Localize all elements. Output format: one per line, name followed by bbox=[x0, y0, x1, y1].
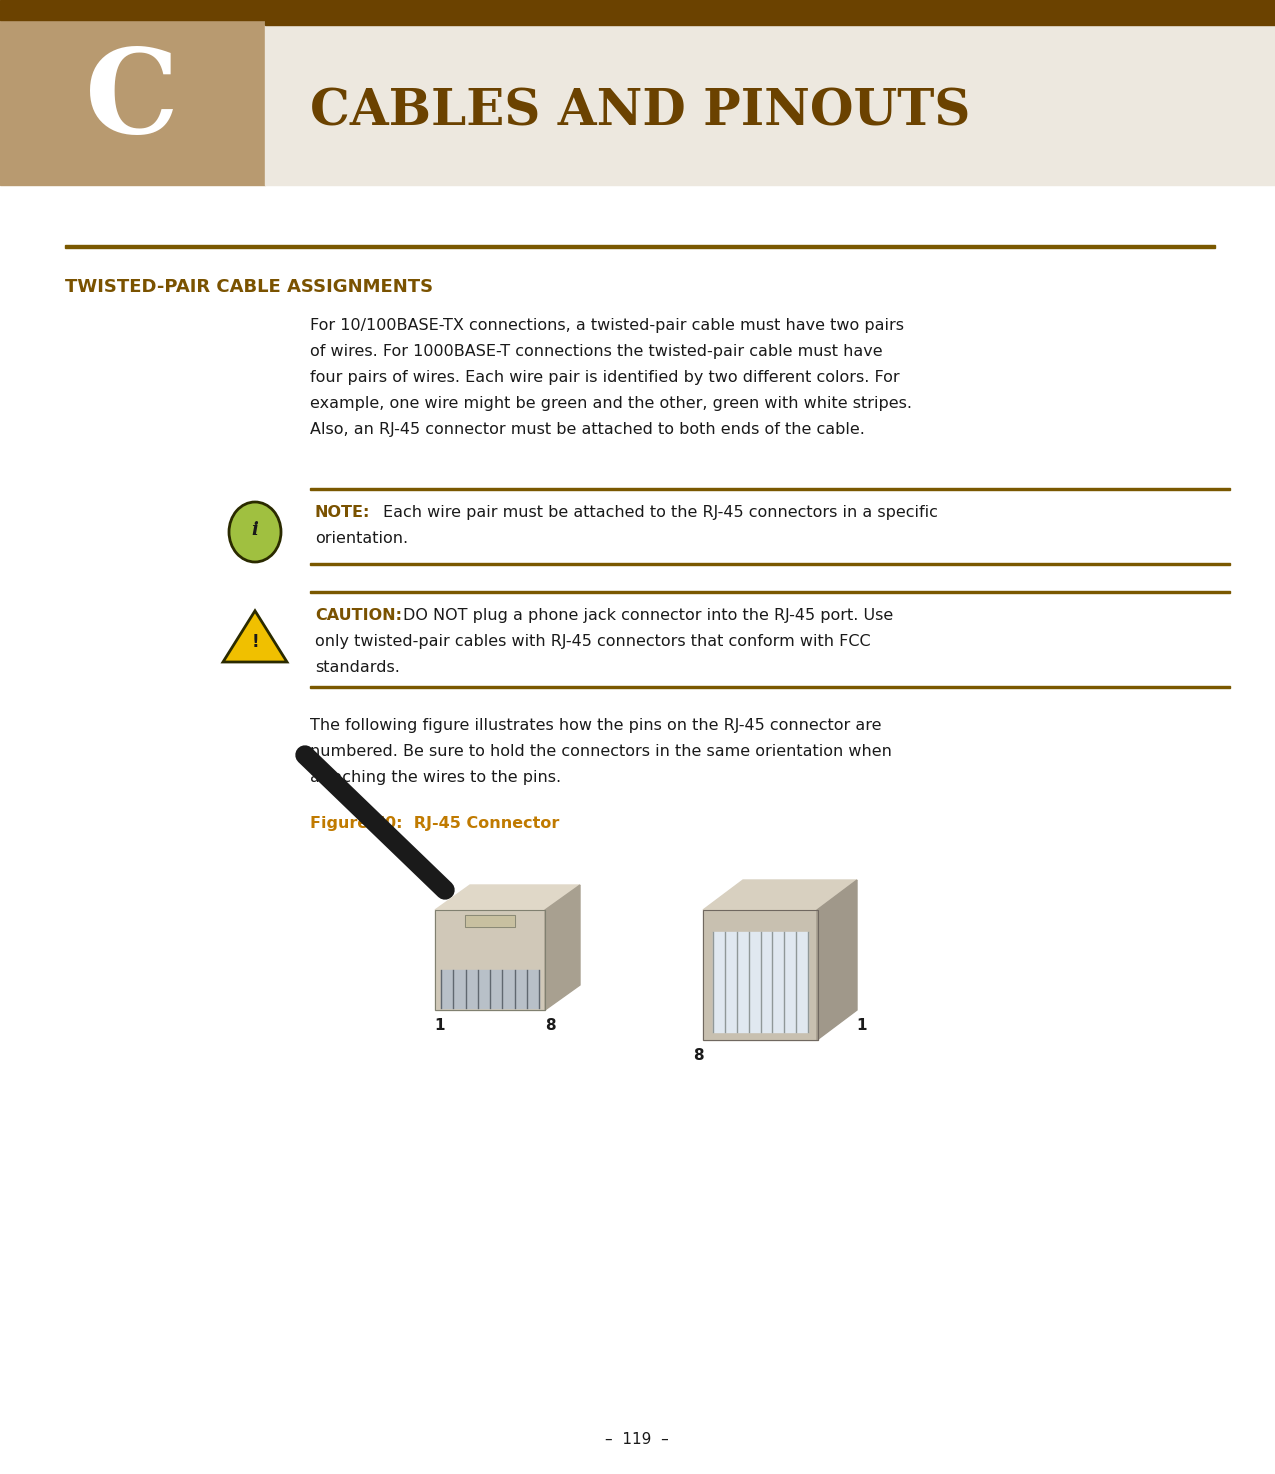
Polygon shape bbox=[703, 880, 857, 909]
Text: four pairs of wires. Each wire pair is identified by two different colors. For: four pairs of wires. Each wire pair is i… bbox=[310, 370, 900, 385]
Text: numbered. Be sure to hold the connectors in the same orientation when: numbered. Be sure to hold the connectors… bbox=[310, 744, 892, 759]
Text: Also, an RJ-45 connector must be attached to both ends of the cable.: Also, an RJ-45 connector must be attache… bbox=[310, 422, 864, 436]
Polygon shape bbox=[435, 884, 580, 909]
Bar bbox=[310, 488, 1230, 489]
Bar bbox=[310, 685, 1230, 688]
Bar bbox=[310, 563, 1230, 565]
Text: CAUTION:: CAUTION: bbox=[315, 607, 402, 624]
Polygon shape bbox=[544, 884, 580, 1010]
Text: 8: 8 bbox=[692, 1048, 704, 1063]
Text: standards.: standards. bbox=[315, 660, 400, 675]
Text: !: ! bbox=[251, 632, 259, 652]
Bar bbox=[703, 909, 819, 1041]
Bar bbox=[435, 909, 544, 1010]
Text: C: C bbox=[85, 43, 179, 158]
Text: attaching the wires to the pins.: attaching the wires to the pins. bbox=[310, 769, 561, 786]
Bar bbox=[0, 21, 265, 186]
Bar bbox=[465, 915, 515, 927]
Text: Each wire pair must be attached to the RJ-45 connectors in a specific: Each wire pair must be attached to the R… bbox=[382, 506, 938, 520]
Bar bbox=[465, 915, 515, 927]
Text: DO NOT plug a phone jack connector into the RJ-45 port. Use: DO NOT plug a phone jack connector into … bbox=[403, 607, 894, 624]
Text: i: i bbox=[251, 520, 259, 539]
Text: 1: 1 bbox=[857, 1019, 867, 1033]
Bar bbox=[713, 932, 808, 1032]
Ellipse shape bbox=[230, 503, 280, 562]
Text: The following figure illustrates how the pins on the RJ-45 connector are: The following figure illustrates how the… bbox=[310, 718, 881, 733]
Text: Figure 70:  RJ-45 Connector: Figure 70: RJ-45 Connector bbox=[310, 817, 560, 831]
Polygon shape bbox=[817, 880, 857, 1041]
Text: orientation.: orientation. bbox=[315, 531, 408, 545]
Text: CABLES AND PINOUTS: CABLES AND PINOUTS bbox=[310, 87, 970, 137]
Polygon shape bbox=[223, 610, 287, 662]
Bar bbox=[265, 21, 1275, 186]
Text: example, one wire might be green and the other, green with white stripes.: example, one wire might be green and the… bbox=[310, 397, 912, 411]
Bar bbox=[703, 909, 819, 1041]
Bar bbox=[65, 245, 1215, 248]
Text: For 10/100BASE-TX connections, a twisted-pair cable must have two pairs: For 10/100BASE-TX connections, a twisted… bbox=[310, 318, 904, 333]
Bar bbox=[310, 591, 1230, 593]
Bar bbox=[435, 909, 544, 1010]
Text: TWISTED-PAIR CABLE ASSIGNMENTS: TWISTED-PAIR CABLE ASSIGNMENTS bbox=[65, 279, 434, 296]
Text: only twisted-pair cables with RJ-45 connectors that conform with FCC: only twisted-pair cables with RJ-45 conn… bbox=[315, 634, 871, 649]
Text: of wires. For 1000BASE-T connections the twisted-pair cable must have: of wires. For 1000BASE-T connections the… bbox=[310, 343, 882, 360]
Text: –  119  –: – 119 – bbox=[606, 1433, 669, 1447]
Text: 1: 1 bbox=[435, 1019, 445, 1033]
Text: 8: 8 bbox=[544, 1019, 556, 1033]
Bar bbox=[441, 970, 539, 1008]
Text: NOTE:: NOTE: bbox=[315, 506, 370, 520]
Bar bbox=[265, 21, 1275, 25]
Bar bbox=[0, 0, 1275, 21]
